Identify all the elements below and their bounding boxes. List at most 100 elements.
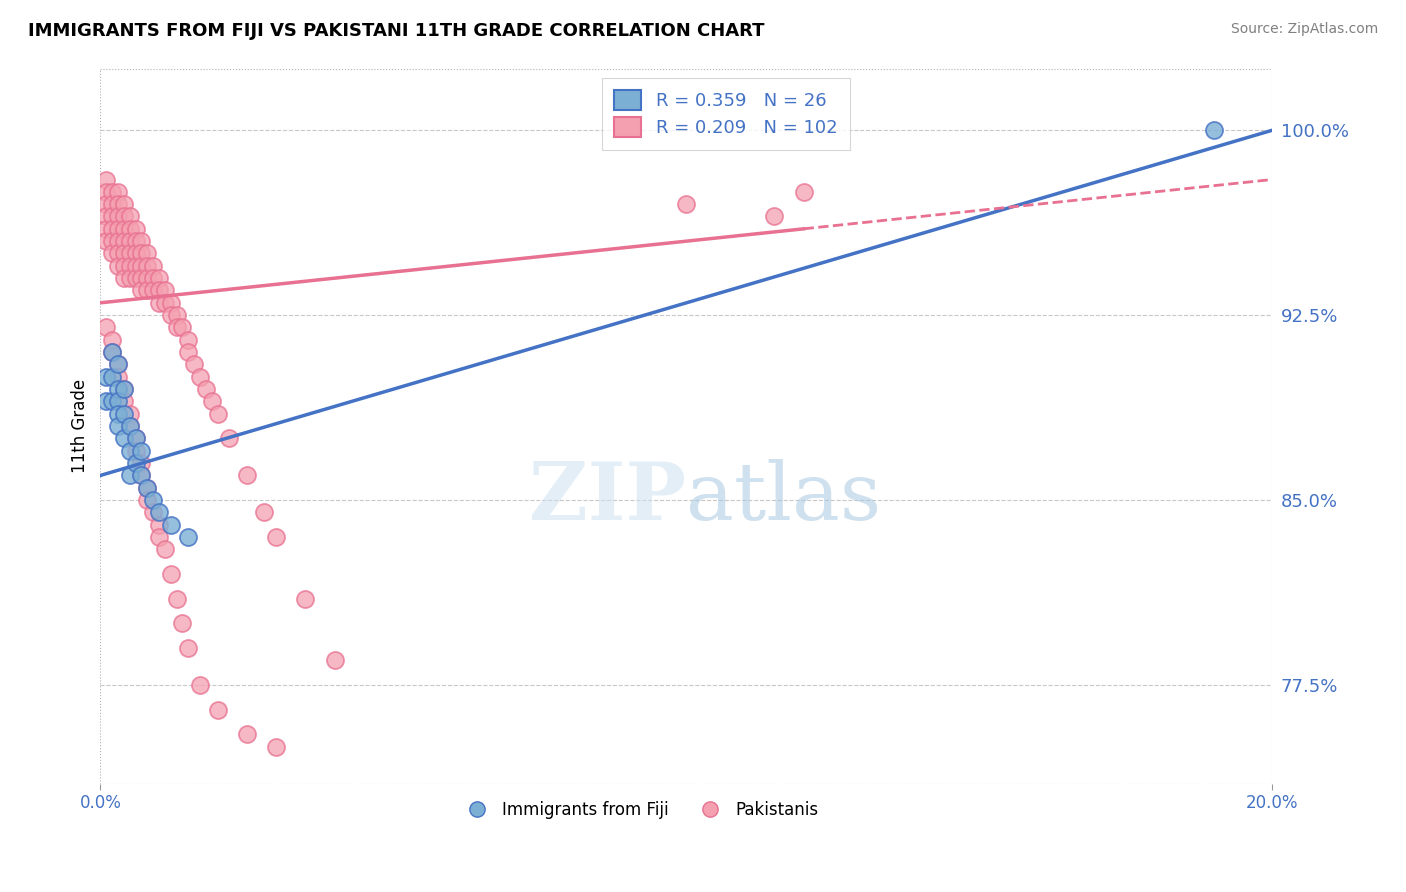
- Point: [112, 246, 135, 260]
- Point: [763, 210, 786, 224]
- Point: [118, 246, 141, 260]
- Point: [136, 259, 159, 273]
- Point: [218, 432, 240, 446]
- Point: [112, 407, 135, 421]
- Point: [124, 432, 146, 446]
- Point: [124, 259, 146, 273]
- Point: [107, 382, 129, 396]
- Point: [172, 320, 194, 334]
- Point: [96, 394, 118, 409]
- Point: [159, 517, 181, 532]
- Point: [107, 234, 129, 248]
- Point: [118, 222, 141, 236]
- Point: [194, 382, 217, 396]
- Point: [148, 295, 170, 310]
- Point: [148, 271, 170, 285]
- Point: [112, 197, 135, 211]
- Point: [107, 358, 129, 372]
- Point: [142, 505, 165, 519]
- Point: [142, 271, 165, 285]
- Point: [107, 259, 129, 273]
- Point: [323, 653, 346, 667]
- Point: [101, 394, 124, 409]
- Point: [131, 468, 153, 483]
- Point: [101, 197, 124, 211]
- Point: [112, 394, 135, 409]
- Point: [107, 210, 129, 224]
- Point: [118, 407, 141, 421]
- Point: [107, 246, 129, 260]
- Point: [118, 419, 141, 434]
- Point: [124, 271, 146, 285]
- Point: [96, 210, 118, 224]
- Point: [172, 616, 194, 631]
- Point: [294, 591, 316, 606]
- Point: [236, 727, 259, 741]
- Point: [136, 481, 159, 495]
- Point: [131, 259, 153, 273]
- Point: [101, 234, 124, 248]
- Point: [124, 246, 146, 260]
- Point: [112, 382, 135, 396]
- Point: [96, 369, 118, 384]
- Point: [118, 419, 141, 434]
- Point: [112, 259, 135, 273]
- Point: [253, 505, 276, 519]
- Point: [101, 345, 124, 359]
- Point: [107, 222, 129, 236]
- Point: [96, 320, 118, 334]
- Point: [112, 382, 135, 396]
- Point: [159, 295, 181, 310]
- Point: [101, 246, 124, 260]
- Point: [142, 493, 165, 508]
- Point: [118, 271, 141, 285]
- Point: [136, 246, 159, 260]
- Point: [166, 320, 188, 334]
- Point: [166, 591, 188, 606]
- Point: [1202, 123, 1225, 137]
- Point: [112, 222, 135, 236]
- Point: [207, 703, 229, 717]
- Point: [107, 185, 129, 199]
- Point: [136, 284, 159, 298]
- Point: [136, 481, 159, 495]
- Point: [96, 172, 118, 186]
- Point: [118, 468, 141, 483]
- Point: [131, 246, 153, 260]
- Y-axis label: 11th Grade: 11th Grade: [72, 379, 89, 473]
- Point: [177, 641, 200, 656]
- Point: [124, 456, 146, 470]
- Text: ZIP: ZIP: [530, 458, 686, 537]
- Point: [236, 468, 259, 483]
- Point: [188, 369, 211, 384]
- Point: [118, 234, 141, 248]
- Point: [124, 432, 146, 446]
- Point: [177, 345, 200, 359]
- Point: [107, 407, 129, 421]
- Point: [131, 234, 153, 248]
- Point: [136, 493, 159, 508]
- Point: [101, 210, 124, 224]
- Point: [107, 419, 129, 434]
- Point: [264, 739, 287, 754]
- Point: [148, 517, 170, 532]
- Point: [112, 210, 135, 224]
- Point: [159, 567, 181, 582]
- Point: [201, 394, 224, 409]
- Text: IMMIGRANTS FROM FIJI VS PAKISTANI 11TH GRADE CORRELATION CHART: IMMIGRANTS FROM FIJI VS PAKISTANI 11TH G…: [28, 22, 765, 40]
- Point: [153, 284, 176, 298]
- Legend: Immigrants from Fiji, Pakistanis: Immigrants from Fiji, Pakistanis: [454, 794, 825, 825]
- Point: [96, 222, 118, 236]
- Text: Source: ZipAtlas.com: Source: ZipAtlas.com: [1230, 22, 1378, 37]
- Point: [166, 308, 188, 322]
- Point: [188, 678, 211, 692]
- Point: [153, 295, 176, 310]
- Point: [101, 369, 124, 384]
- Point: [96, 185, 118, 199]
- Point: [142, 259, 165, 273]
- Point: [148, 530, 170, 544]
- Point: [177, 333, 200, 347]
- Point: [148, 505, 170, 519]
- Point: [96, 197, 118, 211]
- Text: atlas: atlas: [686, 458, 882, 537]
